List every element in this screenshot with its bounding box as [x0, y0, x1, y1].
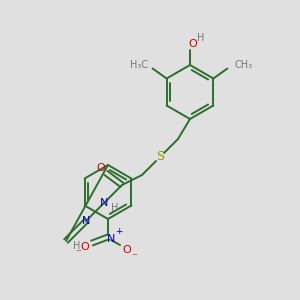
- Text: +: +: [115, 227, 123, 236]
- Text: ⁻: ⁻: [75, 248, 81, 258]
- Text: N: N: [100, 198, 108, 208]
- Text: N: N: [82, 216, 90, 226]
- Text: ⁻: ⁻: [131, 252, 137, 262]
- Text: H₃C: H₃C: [130, 59, 148, 70]
- Text: O: O: [189, 39, 197, 49]
- Text: CH₃: CH₃: [234, 59, 252, 70]
- Text: S: S: [156, 151, 164, 164]
- Text: H: H: [73, 241, 81, 251]
- Text: H: H: [197, 33, 205, 43]
- Text: O: O: [81, 242, 89, 252]
- Text: O: O: [97, 163, 105, 173]
- Text: N: N: [107, 234, 115, 244]
- Text: H: H: [111, 203, 119, 213]
- Text: O: O: [123, 245, 131, 255]
